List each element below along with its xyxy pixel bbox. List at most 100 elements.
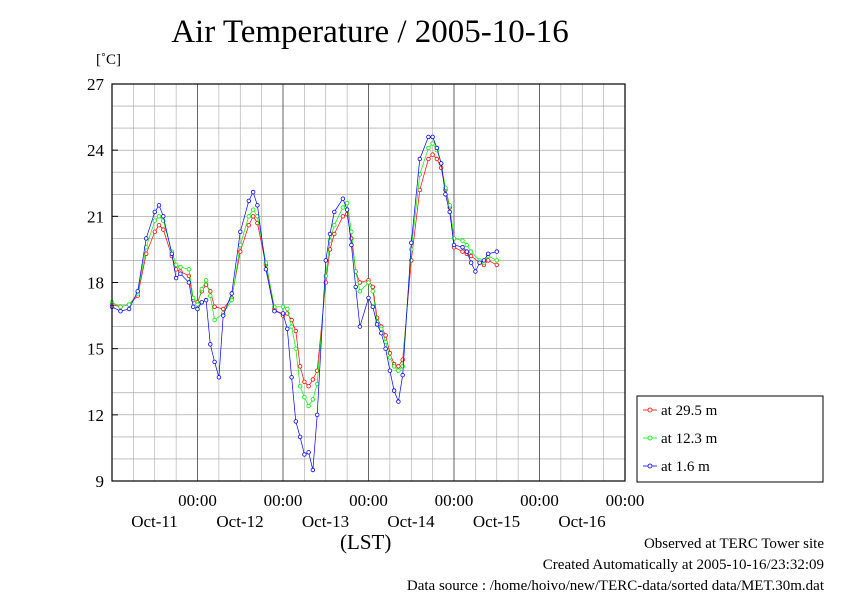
data-point bbox=[156, 214, 162, 219]
data-point bbox=[391, 388, 397, 393]
data-point bbox=[135, 289, 140, 294]
data-point bbox=[280, 311, 286, 316]
data-point bbox=[173, 275, 179, 281]
y-tick-label: 24 bbox=[87, 141, 105, 160]
legend-marker bbox=[647, 407, 653, 413]
data-point bbox=[434, 145, 440, 151]
data-point bbox=[212, 304, 217, 309]
data-point bbox=[468, 249, 474, 254]
data-point bbox=[250, 189, 256, 195]
data-point bbox=[344, 207, 350, 212]
data-point bbox=[216, 375, 222, 380]
data-point bbox=[289, 375, 294, 380]
data-point bbox=[383, 346, 388, 351]
data-point bbox=[340, 214, 346, 219]
data-point bbox=[426, 156, 431, 162]
data-point bbox=[353, 284, 358, 290]
data-point bbox=[486, 251, 491, 256]
data-point bbox=[152, 229, 157, 234]
data-point bbox=[460, 244, 465, 250]
data-point bbox=[409, 240, 414, 245]
data-point bbox=[426, 145, 431, 151]
data-point bbox=[374, 322, 380, 327]
data-point bbox=[186, 280, 192, 285]
data-point bbox=[396, 364, 401, 369]
data-point bbox=[229, 297, 234, 303]
x-tick-date: Oct-11 bbox=[131, 512, 178, 531]
y-tick-label: 18 bbox=[87, 274, 104, 293]
footer-site: Observed at TERC Tower site bbox=[643, 536, 824, 552]
y-tick-label: 15 bbox=[87, 340, 104, 359]
x-tick-time: 00:00 bbox=[606, 491, 645, 510]
data-point bbox=[494, 262, 499, 268]
data-point bbox=[293, 346, 298, 351]
data-point bbox=[143, 244, 149, 250]
data-point bbox=[293, 328, 298, 334]
data-point bbox=[383, 333, 388, 338]
series-2 bbox=[109, 134, 499, 473]
data-point bbox=[357, 289, 363, 294]
data-point bbox=[370, 289, 375, 294]
x-axis-label: (LST) bbox=[340, 530, 392, 554]
data-point bbox=[118, 304, 123, 309]
x-tick-date: Oct-12 bbox=[216, 512, 263, 531]
data-point bbox=[370, 304, 375, 309]
data-point bbox=[400, 372, 405, 378]
data-point bbox=[426, 134, 431, 140]
data-point bbox=[156, 203, 162, 208]
legend-box bbox=[636, 395, 824, 483]
data-point bbox=[310, 397, 316, 402]
data-point bbox=[430, 134, 435, 140]
data-point bbox=[494, 249, 499, 254]
data-point bbox=[366, 295, 371, 301]
legend-label: at 29.5 m bbox=[661, 403, 718, 419]
data-point bbox=[246, 222, 251, 228]
legend-marker bbox=[647, 463, 653, 469]
data-point bbox=[460, 238, 465, 243]
data-point bbox=[229, 291, 234, 296]
data-point bbox=[477, 260, 482, 265]
data-point bbox=[152, 209, 157, 215]
x-tick-time: 00:00 bbox=[349, 491, 388, 510]
data-point bbox=[302, 452, 307, 457]
data-point bbox=[199, 300, 204, 305]
data-point bbox=[473, 269, 478, 274]
data-point bbox=[434, 156, 440, 162]
data-point bbox=[289, 324, 294, 329]
data-point bbox=[203, 297, 209, 303]
footer-source: Data source : /home/hoivo/new/TERC-data/… bbox=[406, 578, 824, 594]
data-point bbox=[212, 317, 217, 323]
data-point bbox=[439, 161, 444, 166]
data-point bbox=[246, 198, 251, 204]
data-point bbox=[332, 209, 337, 215]
data-point bbox=[494, 258, 499, 263]
data-point bbox=[379, 331, 384, 336]
legend: at 29.5 m at 12.3 m at 1.6 m bbox=[636, 395, 824, 483]
data-point bbox=[195, 302, 200, 307]
data-point bbox=[220, 306, 226, 312]
data-point bbox=[391, 364, 397, 369]
data-point bbox=[430, 141, 435, 146]
data-point bbox=[302, 379, 307, 384]
data-point bbox=[272, 309, 277, 314]
data-point bbox=[315, 381, 320, 387]
data-point bbox=[464, 249, 469, 254]
y-axis-unit: [˚C] bbox=[96, 52, 121, 68]
data-point bbox=[306, 384, 311, 389]
x-tick-date: Oct-16 bbox=[558, 512, 605, 531]
data-point bbox=[417, 156, 422, 162]
data-point bbox=[208, 293, 213, 298]
y-tick-label: 27 bbox=[87, 75, 105, 94]
x-tick-date: Oct-13 bbox=[302, 512, 349, 531]
data-point bbox=[366, 280, 371, 285]
series-line bbox=[111, 136, 497, 471]
data-point bbox=[238, 229, 243, 234]
x-tick-time: 00:00 bbox=[435, 491, 474, 510]
data-point bbox=[396, 399, 401, 404]
x-tick-date: Oct-15 bbox=[473, 512, 520, 531]
legend-label: at 12.3 m bbox=[661, 431, 718, 447]
data-point bbox=[178, 264, 183, 270]
data-point bbox=[481, 258, 487, 263]
data-point bbox=[417, 187, 422, 193]
data-point bbox=[212, 359, 217, 365]
